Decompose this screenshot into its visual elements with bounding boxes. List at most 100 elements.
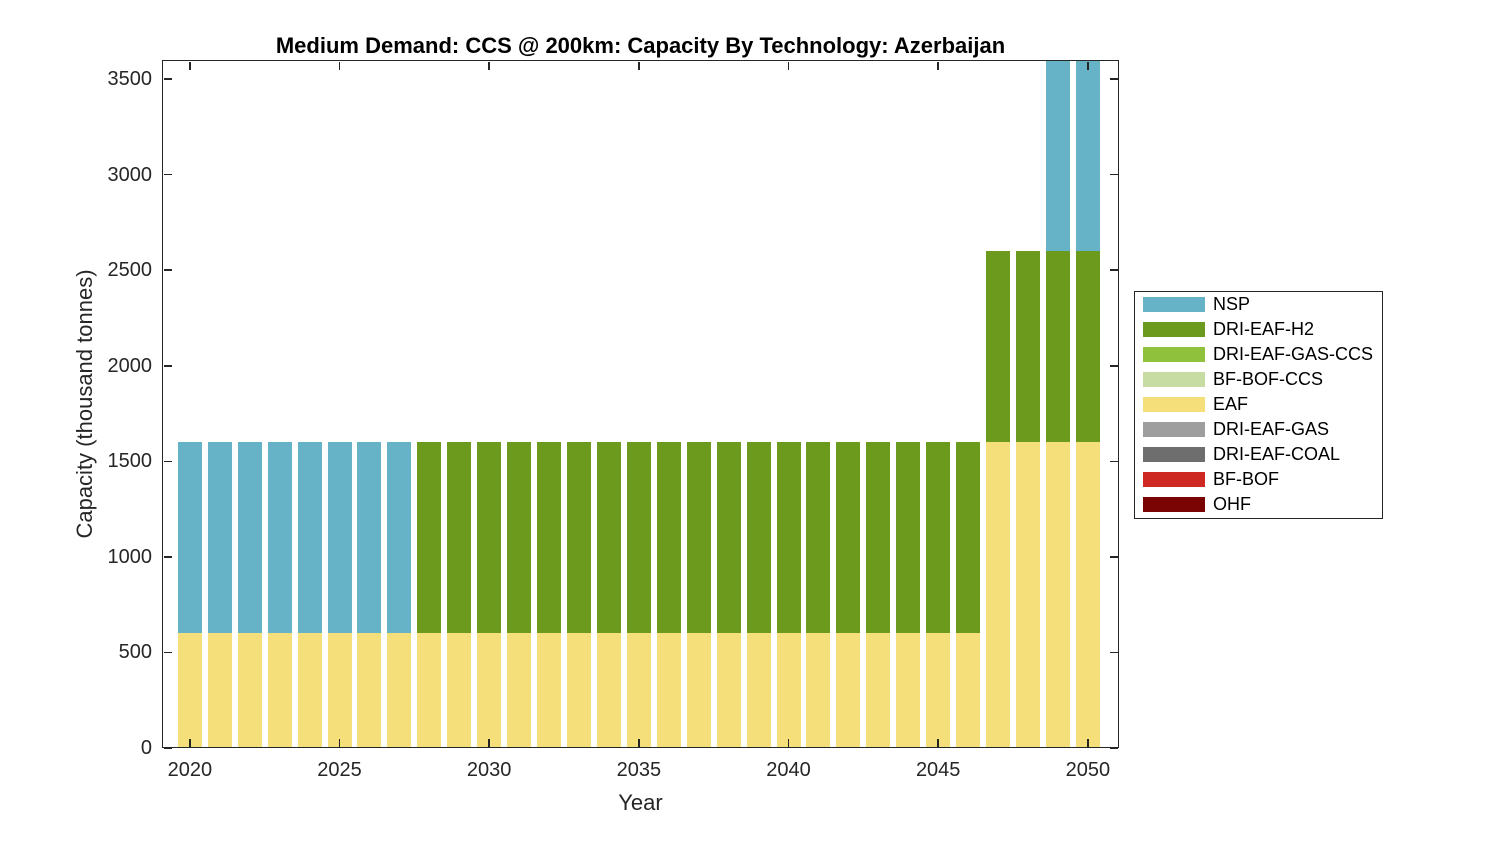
x-tick-top [189, 61, 191, 70]
bar-segment-dri-eaf-h2 [656, 442, 681, 634]
legend-label: EAF [1213, 394, 1249, 414]
x-tick-label: 2030 [466, 759, 512, 781]
y-tick-right [1109, 460, 1118, 463]
x-tick-top [787, 61, 790, 70]
bar-segment-eaf [417, 633, 442, 748]
bar-segment-eaf [1015, 442, 1040, 748]
bar-segment-eaf [866, 633, 891, 748]
bar-segment-eaf [507, 633, 532, 748]
y-tick [163, 173, 172, 176]
bar-segment-nsp [267, 442, 292, 634]
bar-segment-dri-eaf-h2 [596, 442, 621, 634]
y-tick-right [1109, 747, 1118, 749]
bar-segment-eaf [237, 633, 262, 748]
bar-segment-nsp [1075, 60, 1100, 252]
bar-segment-eaf [686, 633, 711, 748]
legend-item-eaf: EAF [1135, 392, 1382, 417]
legend-swatch [1143, 322, 1205, 337]
x-tick [638, 738, 640, 747]
legend-label: DRI-EAF-COAL [1213, 444, 1341, 464]
bar-segment-dri-eaf-h2 [806, 442, 831, 634]
bar-segment-nsp [387, 442, 412, 634]
bar-segment-dri-eaf-h2 [1075, 251, 1100, 443]
bar-segment-eaf [267, 633, 292, 748]
y-axis-label: Capacity (thousand tonnes) [72, 269, 97, 539]
y-tick-label: 1000 [107, 545, 153, 568]
bar-segment-dri-eaf-h2 [956, 442, 981, 634]
legend-item-bf-bof: BF-BOF [1135, 467, 1382, 492]
legend-item-nsp: NSP [1135, 292, 1382, 317]
legend-item-bf-bof-ccs: BF-BOF-CCS [1135, 367, 1382, 392]
x-tick-label: 2025 [317, 759, 362, 781]
y-tick-right [1109, 269, 1118, 271]
bar-segment-nsp [237, 442, 262, 634]
legend-item-dri-eaf-gas: DRI-EAF-GAS [1135, 417, 1382, 442]
y-tick-right [1109, 78, 1118, 80]
x-tick-top [937, 61, 939, 70]
y-tick-right [1109, 173, 1118, 176]
legend: NSP DRI-EAF-H2 DRI-EAF-GAS-CCS BF-BOF-CCS EA… [1134, 291, 1383, 519]
bar-segment-dri-eaf-h2 [1045, 251, 1070, 443]
bar-segment-dri-eaf-h2 [686, 442, 711, 634]
bar-segment-eaf [177, 633, 202, 748]
bar-segment-nsp [1045, 60, 1070, 252]
x-tick [787, 738, 790, 747]
bar-segment-eaf [806, 633, 831, 748]
legend-label: NSP [1213, 294, 1251, 314]
legend-swatch [1143, 497, 1205, 512]
bar-segment-eaf [1045, 442, 1070, 748]
y-tick [163, 747, 172, 749]
bar-segment-dri-eaf-h2 [926, 442, 951, 634]
x-tick [937, 738, 939, 747]
legend-swatch [1143, 397, 1205, 412]
bar-segment-dri-eaf-h2 [626, 442, 651, 634]
legend-label: OHF [1213, 494, 1251, 514]
bar-segment-dri-eaf-h2 [986, 251, 1011, 443]
y-tick-right [1109, 365, 1118, 367]
bar-segment-nsp [177, 442, 202, 634]
x-tick-top [1087, 61, 1089, 70]
bar-segment-dri-eaf-h2 [537, 442, 562, 634]
x-tick [338, 738, 341, 747]
x-tick-label: 2035 [616, 759, 662, 781]
chart-title: Medium Demand: CCS @ 200km: Capacity By … [275, 33, 1006, 58]
legend-item-dri-eaf-coal: DRI-EAF-COAL [1135, 442, 1382, 467]
x-axis-label: Year [618, 790, 663, 815]
x-tick [488, 738, 490, 747]
bar-segment-eaf [566, 633, 591, 748]
x-tick-top [488, 61, 490, 70]
legend-swatch [1143, 472, 1205, 487]
y-tick-label: 3000 [107, 163, 153, 186]
y-tick-label: 0 [140, 737, 152, 759]
y-tick-right [1109, 651, 1118, 654]
y-tick [163, 78, 172, 80]
x-tick-label: 2045 [915, 759, 961, 781]
legend-swatch [1143, 447, 1205, 462]
x-tick-label: 2040 [766, 759, 811, 781]
y-tick [163, 556, 172, 558]
legend-swatch [1143, 372, 1205, 387]
bar-segment-eaf [656, 633, 681, 748]
x-tick-top [638, 61, 640, 70]
y-tick [163, 460, 172, 463]
legend-label: DRI-EAF-GAS [1213, 419, 1330, 439]
bar-segment-dri-eaf-h2 [507, 442, 532, 634]
legend-item-ohf: OHF [1135, 492, 1382, 517]
bar-segment-eaf [207, 633, 232, 748]
y-tick-label: 2000 [107, 354, 153, 377]
bar-segment-eaf [477, 633, 502, 748]
bar-segment-dri-eaf-h2 [716, 442, 741, 634]
y-tick [163, 269, 172, 271]
y-tick [163, 365, 172, 367]
legend-label: BF-BOF [1213, 469, 1279, 489]
bar-segment-eaf [537, 633, 562, 748]
x-tick [189, 738, 191, 747]
bar-segment-eaf [836, 633, 861, 748]
bar-segment-nsp [327, 442, 352, 634]
bar-segment-eaf [986, 442, 1011, 748]
legend-swatch [1143, 297, 1205, 312]
bar-segment-dri-eaf-h2 [866, 442, 891, 634]
legend-item-dri-eaf-gas-ccs: DRI-EAF-GAS-CCS [1135, 342, 1382, 367]
y-tick-label: 500 [118, 641, 152, 664]
